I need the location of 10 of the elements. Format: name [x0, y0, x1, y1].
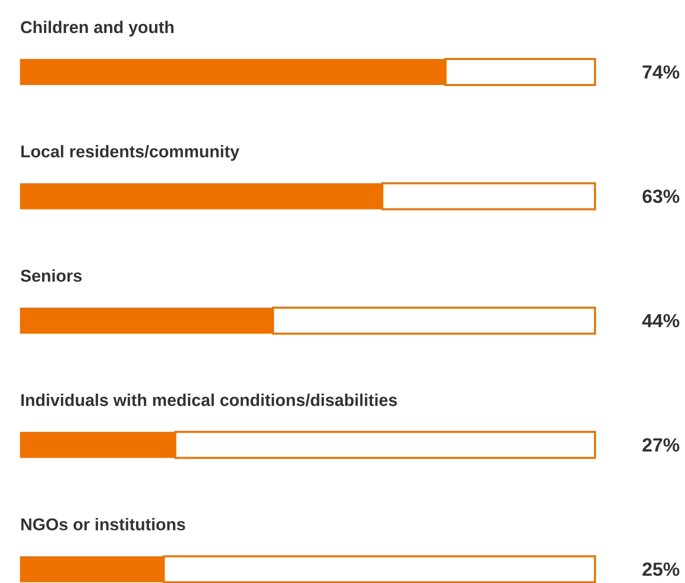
- data-label: 27%: [642, 438, 680, 452]
- data-label: 74%: [642, 65, 680, 79]
- y-tick-label: NGOs or institutions: [21, 518, 186, 530]
- data-label: 44%: [642, 314, 680, 328]
- y-tick-label: Seniors: [20, 269, 82, 282]
- y-tick-label: Individuals with medical conditions/disabilities: [21, 394, 397, 406]
- data-label: 25%: [642, 562, 680, 576]
- y-tick-label: Children and youth: [20, 20, 174, 37]
- data-label: 63%: [642, 190, 680, 204]
- y-tick-label: Local residents/community: [21, 145, 240, 161]
